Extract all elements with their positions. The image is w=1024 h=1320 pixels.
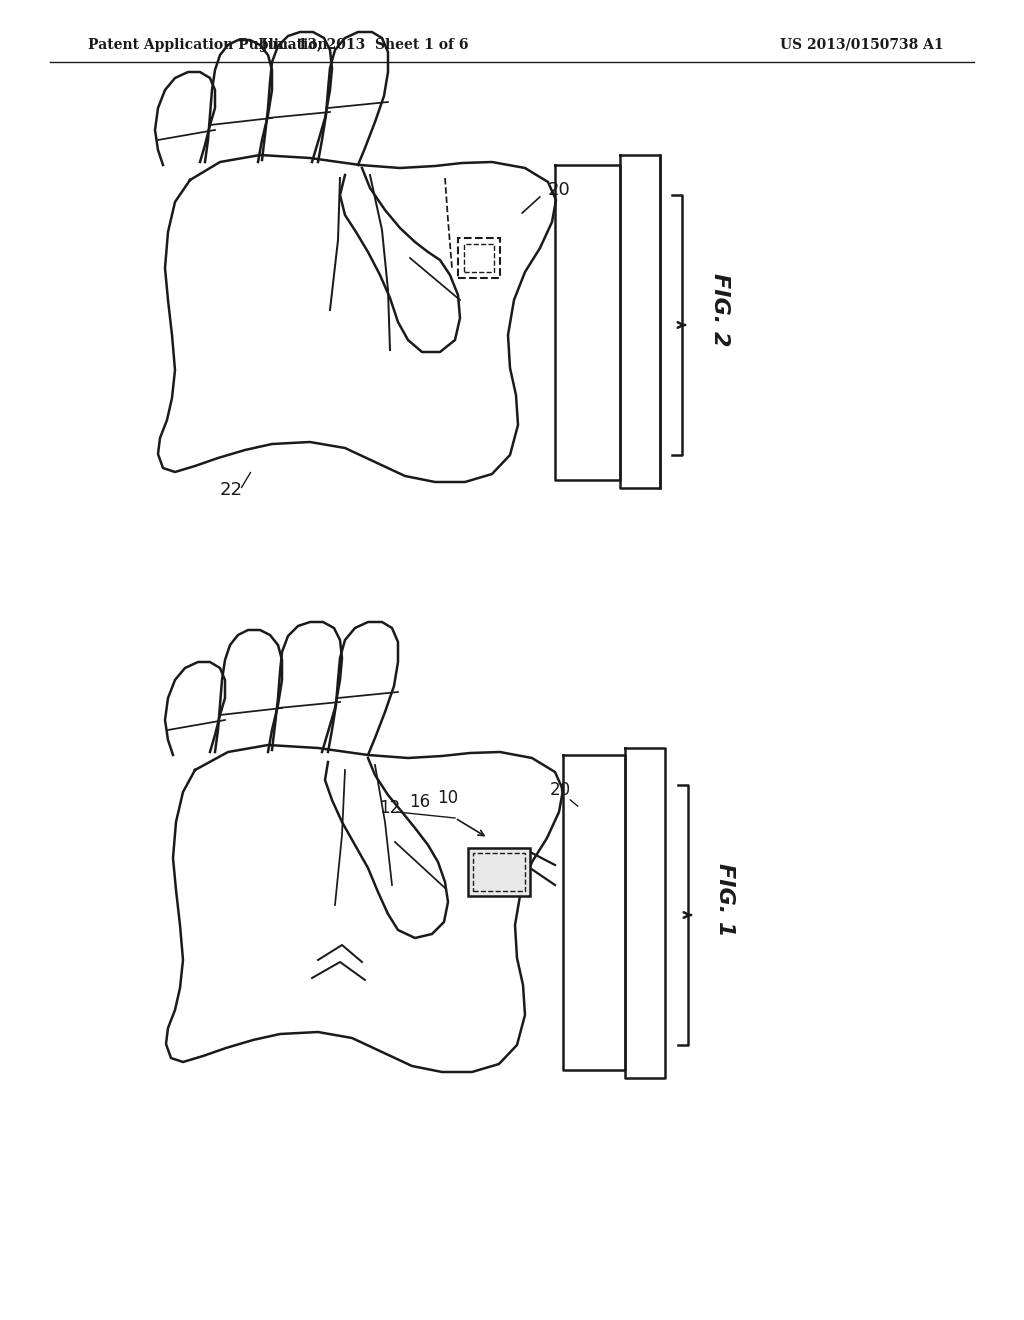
- Text: 20: 20: [548, 181, 570, 199]
- Bar: [464, 244, 494, 272]
- Text: 12: 12: [379, 799, 400, 817]
- Text: 20: 20: [550, 781, 570, 799]
- Text: 10: 10: [437, 789, 459, 807]
- Bar: [468, 847, 530, 896]
- Bar: [458, 238, 500, 279]
- Text: Patent Application Publication: Patent Application Publication: [88, 38, 328, 51]
- Text: 22: 22: [220, 480, 243, 499]
- Bar: [473, 853, 525, 891]
- Text: US 2013/0150738 A1: US 2013/0150738 A1: [780, 38, 944, 51]
- Text: FIG. 2: FIG. 2: [710, 273, 730, 347]
- Text: FIG. 1: FIG. 1: [715, 863, 735, 937]
- Text: Jun. 13, 2013  Sheet 1 of 6: Jun. 13, 2013 Sheet 1 of 6: [261, 38, 469, 51]
- Text: 16: 16: [410, 793, 430, 810]
